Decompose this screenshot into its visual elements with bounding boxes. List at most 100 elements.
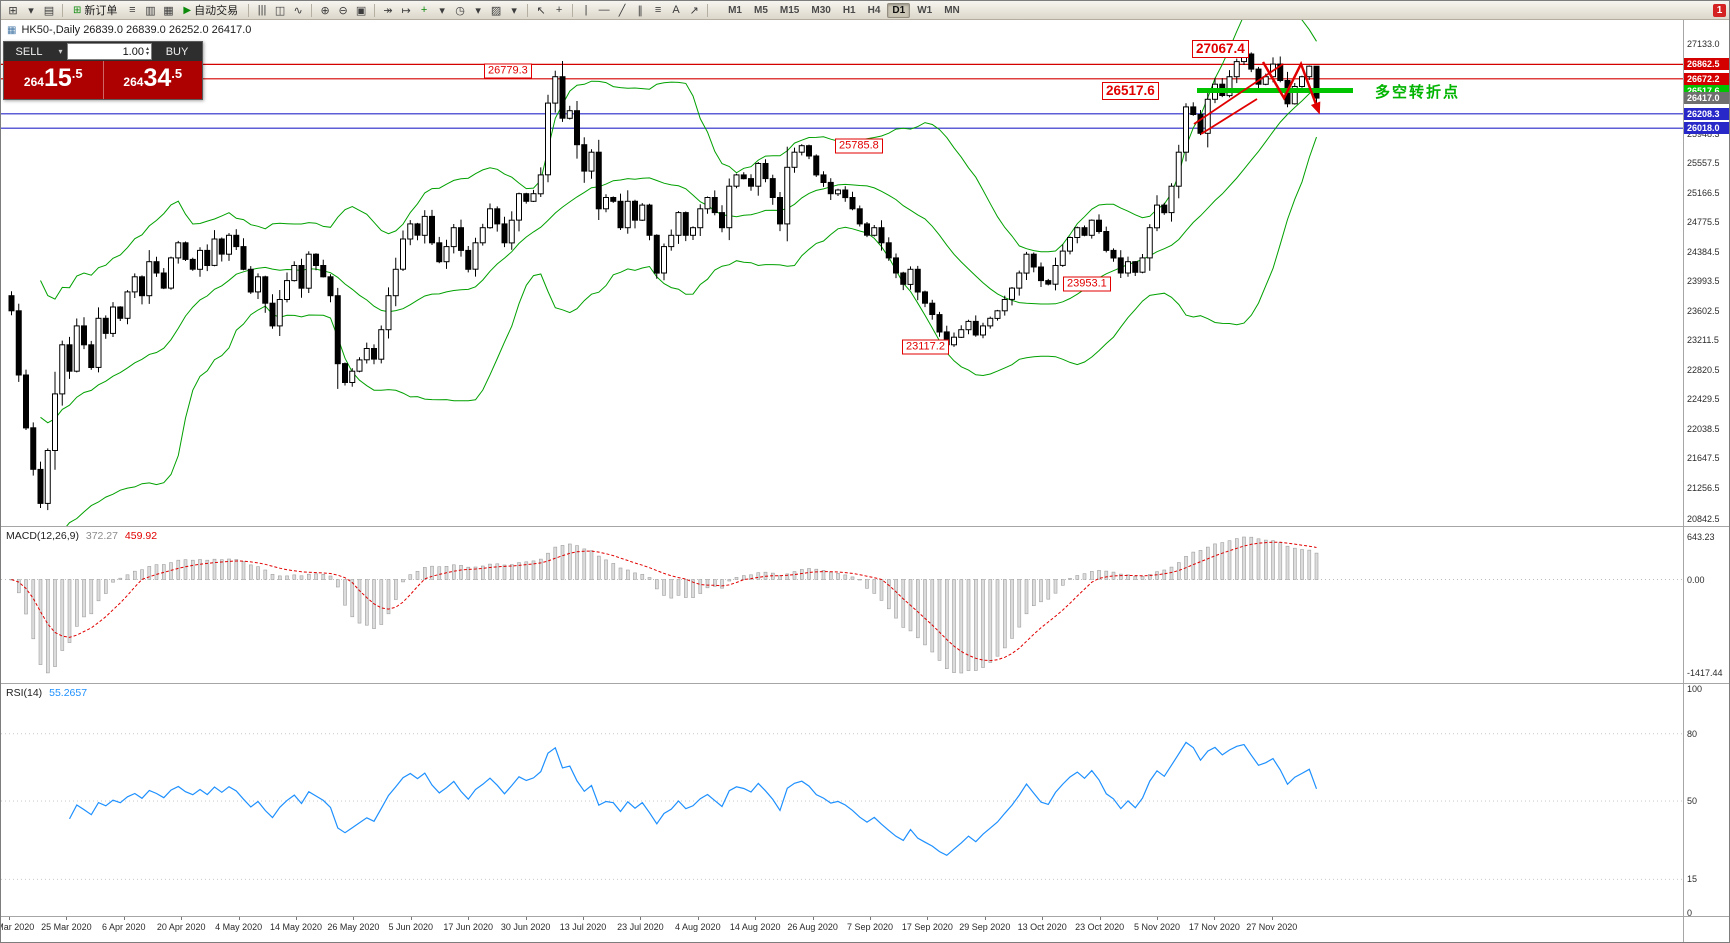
- buy-price-big: 34: [143, 64, 172, 92]
- volume-down-icon[interactable]: ▾: [145, 50, 149, 57]
- autotrading-button[interactable]: ▶ 自动交易: [183, 4, 239, 18]
- timeframe-m15[interactable]: M15: [779, 4, 800, 16]
- main-chart[interactable]: [1, 19, 1683, 526]
- axis-label: 22429.5: [1687, 394, 1720, 405]
- channel-icon[interactable]: ∥: [637, 4, 643, 17]
- timeframe-h4[interactable]: H4: [867, 4, 881, 16]
- new-chart-icon[interactable]: ⊞: [8, 4, 18, 17]
- date-tick: [870, 917, 871, 920]
- timeframe-mn[interactable]: MN: [944, 4, 960, 16]
- date-tick: [640, 917, 642, 920]
- crosshair-icon[interactable]: +: [555, 4, 563, 16]
- volume-spinner[interactable]: ▴ ▾: [145, 45, 149, 57]
- date-tick: [238, 917, 240, 920]
- profiles-icon[interactable]: ▤: [43, 4, 55, 17]
- date-label: 26 Aug 2020: [787, 922, 838, 932]
- macd-pane[interactable]: [1, 527, 1683, 682]
- terminal-icon[interactable]: ▦: [163, 4, 174, 17]
- axis-label: 100: [1687, 684, 1703, 694]
- date-tick: [583, 917, 584, 920]
- price-annotation[interactable]: 26779.3: [484, 63, 532, 79]
- templates-icon[interactable]: ▨: [490, 4, 502, 17]
- axis-label: 22820.5: [1687, 364, 1720, 375]
- pane-separator[interactable]: [1, 916, 1729, 917]
- market-watch-icon[interactable]: ≡: [129, 4, 136, 16]
- date-tick: [9, 917, 10, 920]
- trendline: [1200, 98, 1258, 135]
- zoom-in-icon[interactable]: ⊕: [320, 4, 330, 17]
- tile-windows-icon[interactable]: ▣: [355, 4, 367, 17]
- price-annotation[interactable]: 26517.6: [1102, 81, 1159, 100]
- buy-price-frac: .5: [171, 66, 183, 81]
- chart-dropdown-icon[interactable]: ▾: [28, 4, 34, 17]
- date-label: 17 Jun 2020: [443, 922, 493, 932]
- date-label: 20 Apr 2020: [156, 922, 206, 932]
- fibonacci-icon[interactable]: ≡: [654, 4, 662, 16]
- axis-label: 50: [1687, 796, 1698, 806]
- vertical-line-icon[interactable]: |: [584, 4, 588, 16]
- text-icon[interactable]: A: [672, 4, 680, 16]
- price-annotation[interactable]: 25785.8: [835, 138, 883, 154]
- arrows-icon[interactable]: ↗: [689, 4, 699, 17]
- date-tick: [984, 917, 986, 920]
- auto-scroll-icon[interactable]: ↠: [383, 4, 393, 17]
- indicators-dropdown-icon[interactable]: ▾: [439, 4, 445, 17]
- notification-badge[interactable]: 1: [1713, 3, 1726, 17]
- candlestick-chart-icon[interactable]: ◫: [274, 4, 286, 17]
- trendline-icon[interactable]: ╱: [618, 4, 626, 17]
- date-label: 4 May 2020: [215, 922, 263, 932]
- price-level-label: 26018.0: [1684, 122, 1729, 135]
- pivot-note-text[interactable]: 多空转折点: [1375, 84, 1461, 101]
- periods-dropdown-icon[interactable]: ▾: [475, 4, 481, 17]
- line-chart-icon[interactable]: ∿: [293, 4, 303, 17]
- timeframe-m5[interactable]: M5: [754, 4, 768, 16]
- pane-separator[interactable]: [1, 683, 1729, 684]
- order-type-dropdown-icon[interactable]: ▾: [58, 47, 63, 56]
- price-annotation[interactable]: 27067.4: [1192, 39, 1249, 58]
- axis-label: 25166.5: [1687, 187, 1720, 198]
- timeframe-w1[interactable]: W1: [917, 4, 933, 16]
- new-order-button[interactable]: ⊞ 新订单: [73, 4, 118, 18]
- axis-label: 15: [1687, 874, 1698, 885]
- indicators-icon[interactable]: +: [420, 4, 428, 16]
- date-tick: [123, 917, 125, 920]
- chart-shift-icon[interactable]: ↦: [401, 4, 411, 17]
- price-level-label: 26862.5: [1684, 58, 1729, 71]
- rsi-value: 55.2657: [49, 687, 88, 699]
- timeframe-m30[interactable]: M30: [811, 4, 831, 16]
- price-annotation[interactable]: 23953.1: [1063, 276, 1111, 292]
- macd-signal-value: 459.92: [124, 530, 158, 542]
- sell-button[interactable]: SELL: [15, 45, 43, 58]
- navigator-icon[interactable]: ▥: [145, 4, 156, 17]
- axis-label: 20842.5: [1687, 514, 1720, 524]
- volume-input[interactable]: 1.00 ▴ ▾: [67, 43, 152, 60]
- buy-button[interactable]: BUY: [165, 45, 189, 58]
- zoom-out-icon[interactable]: ⊖: [338, 4, 348, 17]
- arrowhead: [1310, 101, 1321, 115]
- macd-label[interactable]: MACD(12,26,9) 372.27 459.92: [6, 530, 157, 542]
- chart-icon: ▦: [7, 24, 17, 36]
- date-tick: [66, 917, 68, 920]
- sell-price-prefix: 264: [23, 75, 44, 89]
- sell-price[interactable]: 264 15 .5: [4, 61, 104, 99]
- rsi-pane[interactable]: [1, 684, 1683, 915]
- axis-label: 23211.5: [1687, 335, 1719, 346]
- chart-ohlc-title: HK50-,Daily 26839.0 26839.0 26252.0 2641…: [21, 24, 252, 36]
- periods-icon[interactable]: ◷: [455, 4, 465, 17]
- pane-separator[interactable]: [1, 526, 1729, 527]
- date-tick: [410, 917, 412, 920]
- price-annotation[interactable]: 23117.2: [902, 339, 949, 355]
- timeframe-h1[interactable]: H1: [842, 4, 856, 16]
- cursor-icon[interactable]: ↖: [536, 4, 546, 17]
- buy-price[interactable]: 264 34 .5: [104, 61, 203, 99]
- bar-chart-icon[interactable]: |||: [257, 4, 267, 16]
- timeframe-d1[interactable]: D1: [887, 2, 911, 18]
- horizontal-line-icon[interactable]: —: [598, 4, 610, 16]
- templates-dropdown-icon[interactable]: ▾: [511, 4, 517, 17]
- rsi-label[interactable]: RSI(14) 55.2657: [6, 687, 87, 699]
- date-label: 26 May 2020: [327, 922, 380, 932]
- volume-up-icon[interactable]: ▴: [145, 45, 149, 52]
- timeframe-m1[interactable]: M1: [728, 4, 742, 16]
- axis-label: 24775.5: [1687, 217, 1720, 227]
